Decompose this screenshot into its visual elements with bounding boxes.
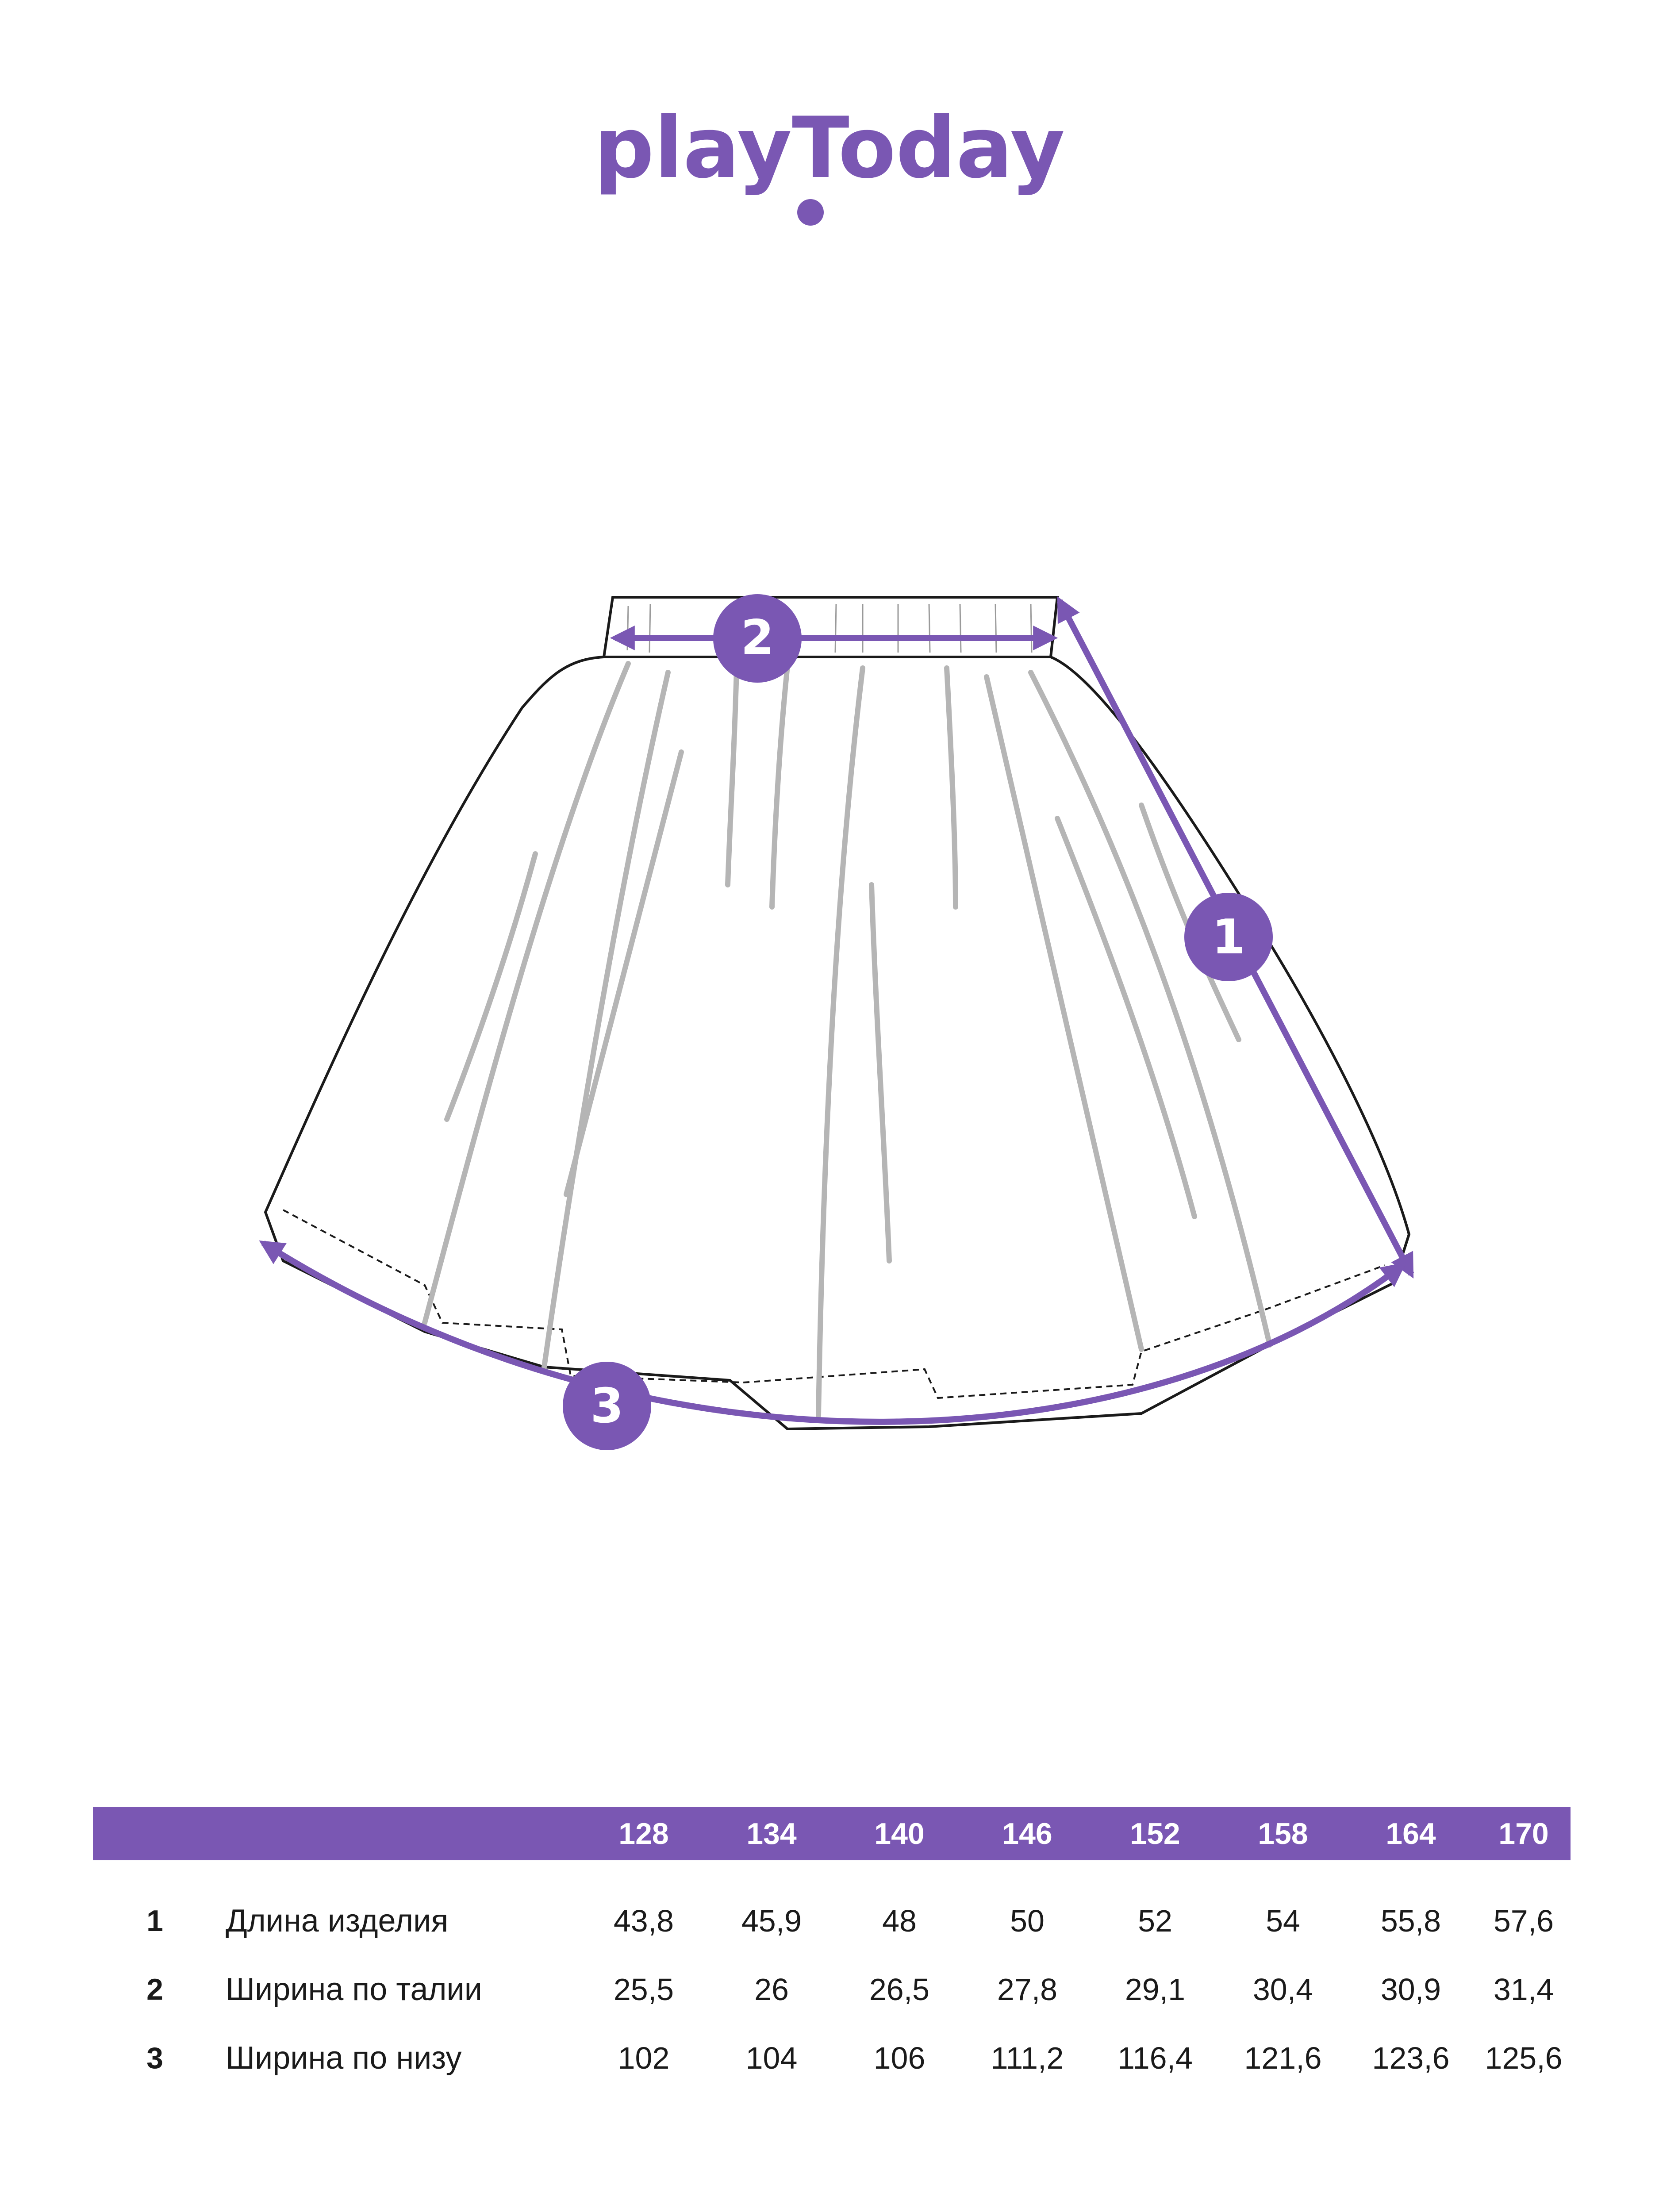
- hem-arrow: [259, 1240, 1406, 1425]
- brand-logo: playToday: [594, 99, 1065, 226]
- table-cell: 48: [882, 1904, 917, 1938]
- size-header-cell: 140: [874, 1817, 925, 1851]
- table-cell: 30,9: [1380, 1972, 1441, 2007]
- table-cell: 104: [745, 2041, 798, 2075]
- svg-text:2: 2: [741, 610, 774, 665]
- row-number: 3: [146, 2041, 163, 2075]
- size-header-cell: 128: [618, 1817, 669, 1851]
- size-header-cell: 134: [746, 1817, 797, 1851]
- logo-dot: [797, 199, 824, 226]
- row-label: Ширина по низу: [226, 2040, 462, 2076]
- table-cell: 45,9: [741, 1904, 802, 1938]
- table-row: 2 Ширина по талии 25,5 26 26,5 27,8 29,1…: [93, 1955, 1571, 2024]
- waistband: [602, 596, 1059, 658]
- row-number: 2: [146, 1973, 163, 2006]
- table-cell: 27,8: [997, 1972, 1058, 2007]
- table-cell: 102: [618, 2041, 670, 2075]
- marker-2: 2: [713, 594, 802, 683]
- size-header-cell: 170: [1498, 1817, 1549, 1851]
- size-header-row: 128 134 140 146 152 158 164 170: [93, 1807, 1571, 1860]
- size-header-cell: 158: [1258, 1817, 1308, 1851]
- table-cell: 116,4: [1118, 2041, 1193, 2075]
- marker-1: 1: [1184, 893, 1273, 981]
- table-row: 1 Длина изделия 43,8 45,9 48 50 52 54 55…: [93, 1887, 1571, 1955]
- table-cell: 52: [1138, 1904, 1172, 1938]
- table-cell: 125,6: [1485, 2041, 1563, 2075]
- table-cell: 29,1: [1125, 1972, 1186, 2007]
- size-header-cell: 146: [1002, 1817, 1052, 1851]
- skirt-outline: [264, 656, 1411, 1431]
- marker-3: 3: [563, 1362, 651, 1450]
- size-header-cell: 164: [1386, 1817, 1436, 1851]
- table-cell: 54: [1266, 1904, 1300, 1938]
- table-cell: 57,6: [1493, 1904, 1554, 1938]
- svg-text:1: 1: [1212, 910, 1245, 965]
- row-number: 1: [146, 1904, 163, 1938]
- logo-text: playToday: [594, 99, 1065, 197]
- table-cell: 106: [873, 2041, 926, 2075]
- table-cell: 31,4: [1493, 1972, 1554, 2007]
- skirt-diagram: 2 1 3: [259, 594, 1414, 1450]
- table-cell: 26: [754, 1972, 789, 2007]
- size-header-cell: 152: [1130, 1817, 1180, 1851]
- table-cell: 50: [1010, 1904, 1045, 1938]
- svg-text:3: 3: [590, 1379, 623, 1434]
- size-table: 128 134 140 146 152 158 164 170 1 Длина …: [93, 1807, 1571, 2093]
- table-cell: 43,8: [613, 1904, 674, 1938]
- row-label: Ширина по талии: [226, 1972, 482, 2007]
- table-cell: 26,5: [869, 1972, 930, 2007]
- table-cell: 121,6: [1244, 2041, 1322, 2075]
- row-label: Длина изделия: [226, 1903, 449, 1939]
- table-cell: 111,2: [991, 2041, 1064, 2075]
- table-cell: 123,6: [1372, 2041, 1450, 2075]
- table-cell: 55,8: [1380, 1904, 1441, 1938]
- table-cell: 25,5: [613, 1972, 674, 2007]
- table-cell: 30,4: [1252, 1972, 1313, 2007]
- table-row: 3 Ширина по низу 102 104 106 111,2 116,4…: [93, 2024, 1571, 2093]
- hem-stitching: [283, 1209, 1385, 1399]
